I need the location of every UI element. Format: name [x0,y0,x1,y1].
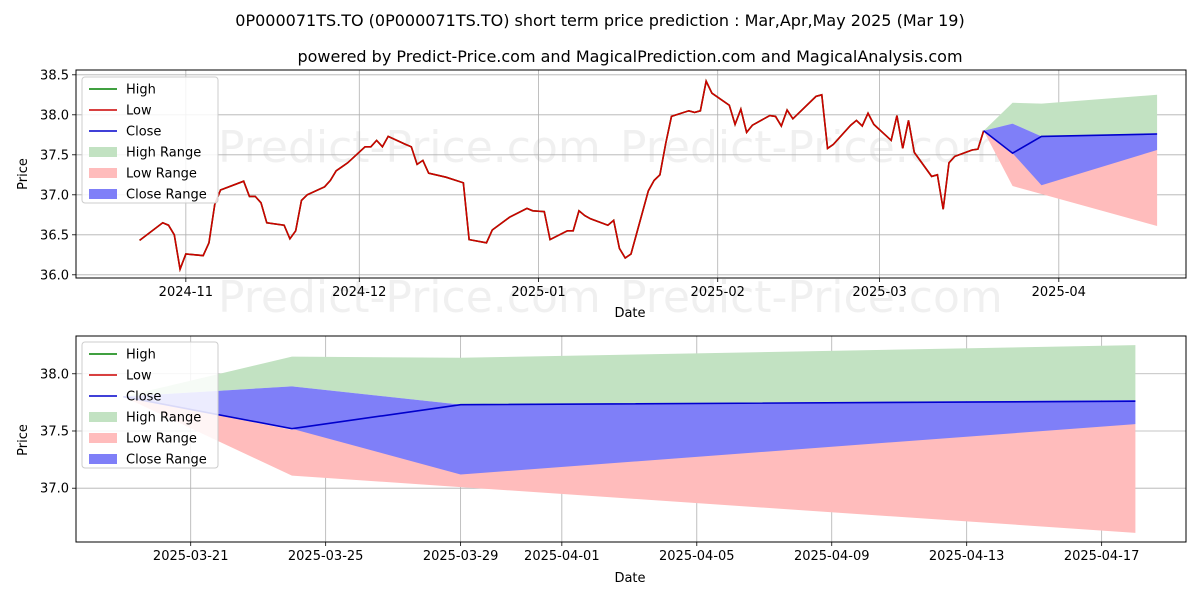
x-tick-label: 2025-03-21 [153,549,229,564]
legend-swatch-patch [89,189,117,199]
top-panel: Predict-Price.com Predict-Price.com Pred… [16,68,1187,323]
legend-swatch-patch [89,168,117,178]
x-tick-label: 2025-03-25 [288,549,364,564]
legend-label: Low Range [126,167,197,182]
watermark-text: Predict-Price.com [620,122,1003,173]
legend-label: Low [126,104,152,119]
x-tick-label: 2025-04-05 [659,549,735,564]
y-tick-label: 36.0 [40,268,69,283]
y-tick-label: 37.0 [40,188,69,203]
legend-label: Close [126,390,161,405]
low-series-line [139,78,985,273]
y-tick-label: 37.0 [40,482,69,497]
watermark-text: Predict-Price.com [620,272,1003,323]
top-watermarks: Predict-Price.com Predict-Price.com Pred… [218,122,1003,323]
x-tick-label: 2025-04 [1032,285,1086,300]
x-tick-label: 2025-03 [852,285,906,300]
y-tick-label: 37.5 [40,148,69,163]
x-tick-label: 2025-03-29 [423,549,499,564]
bottom-tick-labels: 2025-03-21 2025-03-25 2025-03-29 2025-04-01… [40,367,1139,564]
top-y-axis-label: Price [16,158,31,190]
legend-label: High Range [126,146,201,161]
top-series-lines [139,78,1158,273]
top-legend: High Low Close High Range Low Range Close Ran… [81,76,219,204]
y-tick-label: 37.5 [40,424,69,439]
bottom-axes-frame [75,335,1187,543]
legend-label: Low Range [126,432,197,447]
y-tick-label: 38.0 [40,108,69,123]
watermark-text: Predict-Price.com [218,272,601,323]
watermark-text: Predict-Price.com [218,122,601,173]
legend-swatch-patch [89,412,117,422]
legend-label: Low [126,369,152,384]
x-tick-label: 2025-04-01 [524,549,600,564]
close-range-band [123,386,1136,475]
bottom-x-axis-label: Date [614,571,645,586]
high-range-band [983,94,1158,137]
legend-label: Close Range [126,453,207,468]
x-tick-label: 2025-04-17 [1064,549,1140,564]
bottom-y-axis-label: Price [16,424,31,456]
legend-swatch-patch [89,147,117,157]
legend-label: Close [126,125,161,140]
legend-swatch-patch [89,454,117,464]
x-tick-label: 2025-04-13 [929,549,1005,564]
x-tick-label: 2024-12 [332,285,386,300]
x-tick-label: 2025-02 [691,285,745,300]
legend-label: High [126,348,156,363]
chart-title: 0P000071TS.TO (0P000071TS.TO) short term… [235,11,964,30]
x-tick-label: 2025-04-09 [794,549,870,564]
bottom-range-areas [123,345,1136,533]
bottom-legend: High Low Close High Range Low Range Close Ran… [81,341,219,469]
high-range-band [123,345,1136,405]
top-x-axis-label: Date [614,306,645,321]
chart-subtitle: powered by Predict-Price.com and Magical… [297,47,962,66]
bottom-panel: 2025-03-21 2025-03-25 2025-03-29 2025-04-01… [16,335,1187,586]
legend-swatch-patch [89,433,117,443]
y-tick-label: 36.5 [40,228,69,243]
legend-label: High [126,83,156,98]
y-tick-label: 38.5 [40,68,69,83]
close-series-line [983,130,1158,155]
y-tick-label: 38.0 [40,367,69,382]
legend-label: Close Range [126,188,207,203]
x-tick-label: 2024-11 [159,285,213,300]
legend-label: High Range [126,411,201,426]
x-tick-label: 2025-01 [511,285,565,300]
close-range-band [983,123,1158,186]
top-tick-labels: 2024-11 2024-12 2025-01 2025-02 2025-03 2025-… [40,68,1086,300]
top-axes-frame [75,69,1187,279]
top-range-areas [983,94,1158,226]
